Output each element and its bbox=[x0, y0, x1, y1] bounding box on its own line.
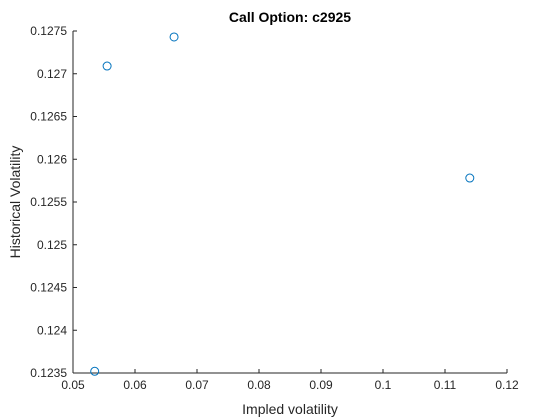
y-axis-ticks: 0.1235 0.124 0.1245 0.125 0.1255 0.126 0.1265 0… bbox=[30, 24, 77, 380]
data-point bbox=[90, 366, 100, 376]
x-axis-label: Impled volatility bbox=[242, 401, 338, 417]
y-tick-label: 0.1245 bbox=[30, 281, 67, 295]
y-tick-label: 0.1255 bbox=[30, 195, 67, 209]
y-tick-label: 0.1235 bbox=[30, 366, 67, 380]
x-tick-label: 0.12 bbox=[495, 378, 519, 392]
y-tick-label: 0.124 bbox=[37, 323, 67, 337]
data-points bbox=[90, 32, 475, 376]
data-point bbox=[169, 32, 179, 42]
y-tick-label: 0.127 bbox=[37, 67, 67, 81]
y-tick-label: 0.125 bbox=[37, 238, 67, 252]
x-tick-label: 0.09 bbox=[309, 378, 333, 392]
x-tick-label: 0.06 bbox=[123, 378, 147, 392]
data-point bbox=[102, 61, 112, 71]
x-tick-label: 0.07 bbox=[185, 378, 209, 392]
data-point bbox=[465, 173, 475, 183]
x-tick-label: 0.08 bbox=[247, 378, 271, 392]
x-axis-ticks: 0.05 0.06 0.07 0.08 0.09 0.1 0.11 0.12 bbox=[61, 369, 519, 392]
y-tick-label: 0.126 bbox=[37, 152, 67, 166]
y-tick-label: 0.1275 bbox=[30, 24, 67, 38]
x-tick-label: 0.11 bbox=[434, 378, 457, 392]
y-axis-label: Historical Volatility bbox=[7, 146, 23, 259]
chart-title: Call Option: c2925 bbox=[229, 9, 351, 25]
y-tick-label: 0.1265 bbox=[30, 110, 67, 124]
x-tick-label: 0.05 bbox=[61, 378, 85, 392]
x-tick-label: 0.1 bbox=[375, 378, 392, 392]
